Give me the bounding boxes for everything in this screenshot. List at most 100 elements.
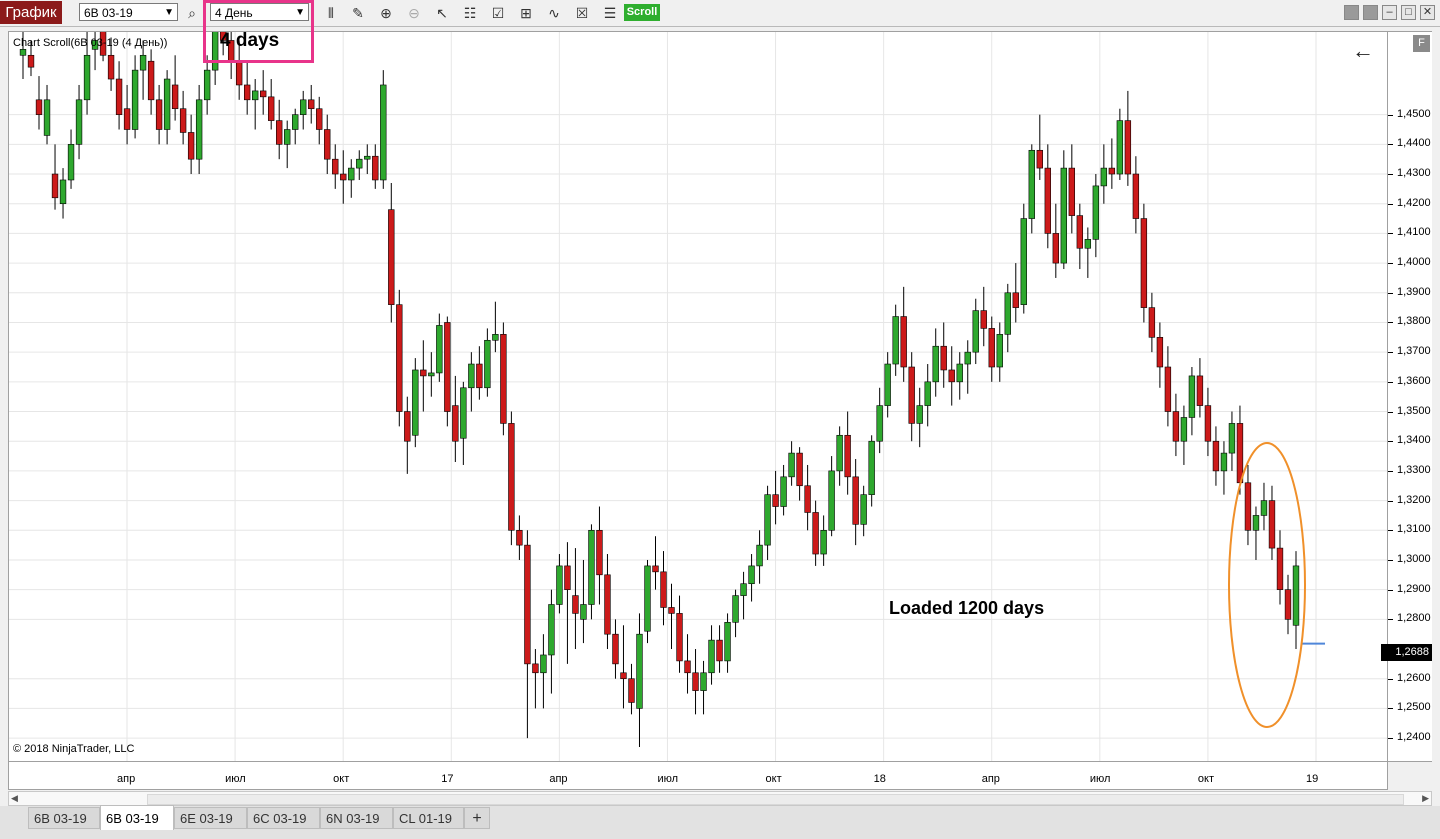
candle-down [1276,547,1284,590]
candle-down [123,108,131,130]
search-icon[interactable]: ⌕ [188,5,196,21]
candle-up [828,470,835,531]
price-chart[interactable] [9,32,1387,761]
candle-down [1076,215,1084,249]
candle-down [179,108,187,133]
templates-icon[interactable]: ☒ [575,5,589,21]
candle-up [1180,417,1188,442]
window-gray-button-2[interactable] [1363,5,1378,20]
candle-up [43,99,51,136]
window-gray-button-1[interactable] [1344,5,1359,20]
chart-panel[interactable] [8,31,1388,762]
candle-down [396,304,403,412]
maximize-icon[interactable]: □ [1401,5,1416,20]
scroll-right-icon[interactable]: ▶ [1422,793,1429,803]
candle-down [1164,366,1172,412]
candle-up [644,565,651,632]
price-axis[interactable]: 1,2400 1,2500 1,2600 1,2800 1,2900 1,3000 1,31… [1388,31,1432,762]
candle-down [988,328,995,368]
candle-up [932,345,939,383]
price-tick-mark [1388,114,1393,116]
candle-up [556,565,563,605]
chart-properties-icon[interactable]: ☑ [491,5,505,21]
zoom-out-icon[interactable]: ⊖ [408,5,420,21]
candle-up [868,440,875,495]
list-icon[interactable]: ☰ [603,5,617,21]
candle-down [812,512,819,555]
candle-down [772,494,779,507]
candle-down [908,366,915,424]
candle-down [316,108,323,130]
candle-down [508,423,515,531]
candle-up [436,325,443,374]
candle-down [388,209,395,305]
scroll-button[interactable]: Scroll [624,4,660,21]
candle-up [19,49,27,56]
zoom-in-icon[interactable]: ⊕ [380,5,392,21]
indicators-icon[interactable]: ∿ [548,5,560,21]
data-box-icon[interactable]: ☷ [463,5,477,21]
minimize-icon[interactable]: – [1382,5,1397,20]
scroll-left-icon[interactable]: ◀ [11,793,18,803]
pencil-icon[interactable]: ✎ [352,5,364,21]
candle-down [620,672,627,680]
annotation-loaded-note: Loaded 1200 days [889,598,1045,618]
candle-down [844,434,851,478]
candle-down [604,574,611,635]
candle-up [732,595,739,623]
price-tick-label: 1,3500 [1397,404,1431,417]
bar-type-icon[interactable]: ⫴ [328,5,334,21]
price-tick-mark [1388,441,1393,443]
price-tick-label: 1,3900 [1397,285,1431,298]
tab-6b-03-19-active[interactable]: 6B 03-19 [100,805,174,830]
annotation-box [203,0,314,63]
candle-down [1140,218,1148,308]
candle-down [268,96,275,121]
time-tick-label: июл [1089,773,1111,785]
candle-up [163,78,171,130]
price-tick-label: 1,2400 [1397,731,1431,744]
candle-up [252,90,259,101]
price-tick-label: 1,3200 [1397,493,1431,506]
strategies-icon[interactable]: ⊞ [520,5,532,21]
back-arrow-icon[interactable]: ← [1352,38,1374,63]
candle-down [1148,307,1156,338]
candle-up [59,179,67,205]
candle-down [404,411,411,442]
candle-down [1156,337,1164,368]
candle-down [668,607,675,614]
app-title[interactable]: График [0,1,62,24]
tab-6n-03-19[interactable]: 6N 03-19 [320,807,393,829]
add-tab-button[interactable]: + [464,807,490,829]
close-icon[interactable]: ✕ [1420,5,1435,20]
period-selector[interactable]: 4 День ▼ [210,3,309,21]
candle-down [340,173,347,181]
annotation-ellipse [1228,442,1306,728]
instrument-selector[interactable]: 6B 03-19 ▼ [79,3,178,21]
candle-down [332,158,339,175]
candle-up [1084,239,1092,249]
price-tick-mark [1388,500,1393,502]
tab-6c-03-19[interactable]: 6C 03-19 [247,807,320,829]
horizontal-scrollbar[interactable]: ◀ ▶ [8,791,1432,806]
candle-up [1092,185,1100,240]
candle-up [67,144,75,181]
candle-up [211,32,219,71]
candle-down [243,84,251,101]
scrollbar-thumb[interactable] [147,794,1404,805]
f-button[interactable]: F [1413,35,1430,52]
candle-down [276,120,283,145]
chevron-down-icon: ▼ [164,7,174,18]
pointer-icon[interactable]: ↖ [436,5,448,21]
candle-down [155,99,163,130]
candle-down [372,155,379,181]
candle-up [492,334,499,341]
time-axis[interactable]: апр июл окт 17 апр июл окт 18 апр июл окт 19 [8,762,1388,790]
tab-6e-03-19[interactable]: 6E 03-19 [174,807,247,829]
candle-down [324,129,331,160]
tab-cl-01-19[interactable]: CL 01-19 [393,807,464,829]
candle-up [540,654,547,674]
tab-6b-03-19-a[interactable]: 6B 03-19 [28,807,100,829]
time-tick-label: апр [549,773,568,785]
tab-label: 6N 03-19 [326,811,380,826]
